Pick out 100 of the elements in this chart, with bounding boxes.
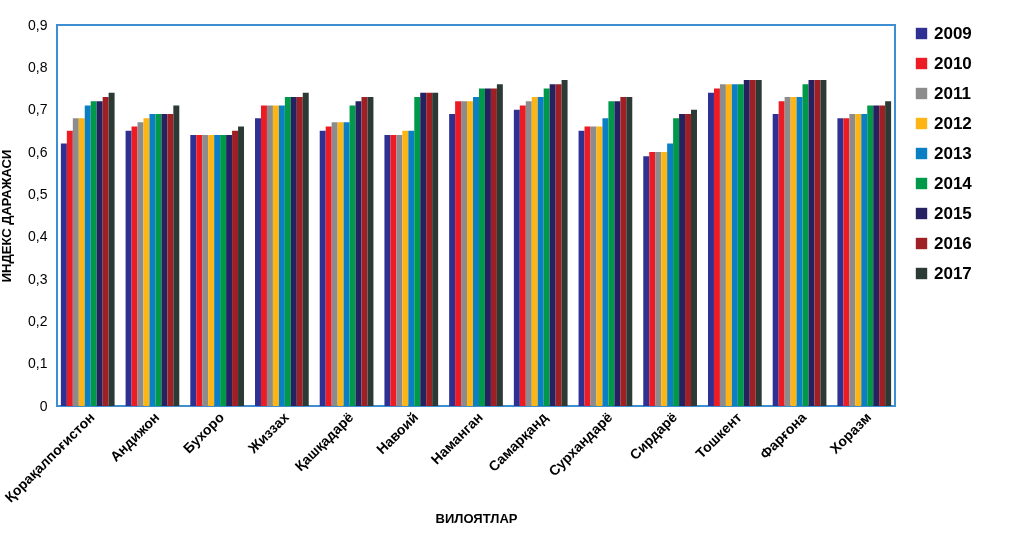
bar (196, 135, 203, 406)
bar (584, 126, 591, 406)
bar (226, 135, 233, 406)
y-tick-label: 0,6 (28, 143, 48, 160)
bar (691, 109, 697, 406)
bar (420, 92, 427, 406)
bar (620, 96, 627, 406)
bar (296, 96, 303, 406)
bar (596, 126, 603, 406)
bar (490, 88, 497, 406)
x-axis-title: ВИЛОЯТЛАР (435, 511, 518, 527)
bar (643, 156, 650, 406)
bar (232, 130, 239, 406)
bar (161, 113, 168, 406)
bar (820, 80, 827, 406)
bar (255, 118, 261, 406)
bar (349, 105, 356, 406)
bar (337, 122, 344, 406)
bar (537, 96, 544, 406)
bar (190, 135, 197, 406)
bar (173, 105, 180, 406)
bar (679, 113, 686, 406)
bar (260, 105, 267, 406)
bar (214, 135, 221, 406)
bar (578, 130, 585, 406)
bar (266, 105, 273, 406)
bar (343, 122, 350, 406)
y-tick-label: 0,8 (28, 58, 48, 75)
bar (790, 96, 797, 406)
bar (78, 118, 85, 406)
bar (238, 126, 245, 406)
y-tick-label: 0,1 (28, 355, 48, 372)
bar (649, 152, 656, 406)
bar (543, 88, 550, 406)
legend-label: 2014 (934, 173, 973, 193)
bar (143, 118, 150, 406)
bar (367, 96, 374, 406)
bar (602, 118, 609, 406)
bar (414, 96, 421, 406)
y-tick-label: 0,5 (28, 185, 48, 202)
bar (861, 113, 868, 406)
bar (784, 96, 791, 406)
legend-label: 2013 (934, 143, 972, 163)
bar (202, 135, 209, 406)
bar (867, 105, 874, 406)
bar (549, 84, 556, 406)
bar (66, 130, 73, 406)
bar (519, 105, 526, 406)
bar (778, 101, 785, 406)
legend-label: 2011 (934, 83, 971, 103)
bar (772, 113, 779, 406)
bar (731, 84, 738, 406)
y-tick-label: 0,2 (28, 312, 48, 329)
bar (513, 109, 520, 406)
bar (885, 101, 892, 406)
bar (814, 80, 821, 406)
bar (302, 92, 309, 406)
y-tick-label: 0,4 (28, 228, 48, 245)
bar (461, 101, 468, 406)
bar (319, 130, 326, 406)
legend-label: 2009 (934, 23, 972, 43)
bar (478, 88, 485, 406)
legend-label: 2017 (934, 263, 972, 283)
bar (455, 101, 462, 406)
legend-label: 2015 (934, 203, 972, 223)
bar (855, 113, 862, 406)
y-tick-label: 0,9 (28, 16, 48, 33)
bar (673, 118, 680, 406)
bar (531, 96, 538, 406)
bar (837, 118, 844, 406)
bar (843, 118, 850, 406)
bar (743, 80, 750, 406)
bar (737, 84, 744, 406)
bar (467, 101, 474, 406)
bar (667, 143, 674, 406)
bar (525, 101, 532, 406)
bar (879, 105, 886, 406)
bar (102, 96, 109, 406)
bar (755, 80, 762, 406)
bar (614, 101, 621, 406)
bar (796, 96, 803, 406)
bar (60, 143, 67, 406)
bar (290, 96, 297, 406)
bar (384, 135, 391, 406)
bar (555, 84, 562, 406)
bar (72, 118, 79, 406)
y-tick-label: 0 (39, 397, 48, 414)
bar (449, 113, 456, 406)
bar (396, 135, 403, 406)
bar (561, 80, 568, 406)
bar (278, 105, 285, 406)
bar (402, 130, 409, 406)
bar (426, 92, 433, 406)
bar (432, 92, 439, 406)
bar (849, 113, 856, 406)
bar (713, 88, 720, 406)
y-tick-label: 0,3 (28, 270, 48, 287)
bar (655, 152, 662, 406)
y-tick-label: 0,7 (28, 101, 48, 118)
legend-label: 2012 (934, 113, 972, 133)
